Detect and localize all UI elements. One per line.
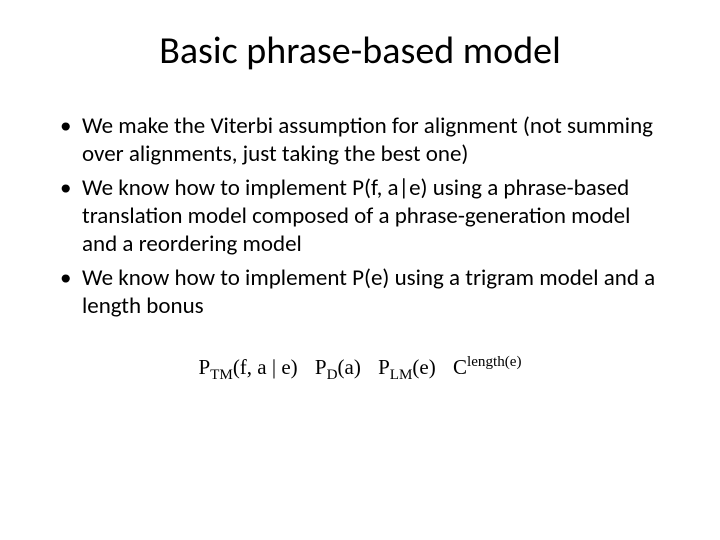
bullet-item: We make the Viterbi assumption for align… — [60, 112, 670, 168]
formula-term-ptm: PTM(f, a | e) — [198, 355, 302, 379]
formula-base: P — [198, 355, 210, 379]
formula-arg: (f, a | e) — [233, 355, 298, 379]
formula: PTM(f, a | e) PD(a) PLM(e) Clength(e) — [50, 354, 670, 384]
formula-base: P — [315, 355, 327, 379]
formula-arg: (a) — [338, 355, 361, 379]
formula-sub: TM — [210, 368, 233, 384]
formula-sub: D — [327, 368, 338, 384]
slide: Basic phrase-based model We make the Vit… — [0, 0, 720, 540]
formula-base: P — [378, 355, 390, 379]
formula-sub: LM — [390, 368, 413, 384]
formula-base: C — [453, 355, 467, 379]
bullet-item: We know how to implement P(e) using a tr… — [60, 264, 670, 320]
bullet-item: We know how to implement P(f, a|e) using… — [60, 174, 670, 258]
formula-term-c: Clength(e) — [453, 355, 522, 379]
slide-title: Basic phrase-based model — [50, 28, 670, 74]
formula-term-plm: PLM(e) — [378, 355, 441, 379]
formula-sup: length(e) — [467, 354, 522, 370]
bullet-list: We make the Viterbi assumption for align… — [60, 112, 670, 320]
formula-arg: (e) — [412, 355, 435, 379]
formula-term-pd: PD(a) — [315, 355, 366, 379]
